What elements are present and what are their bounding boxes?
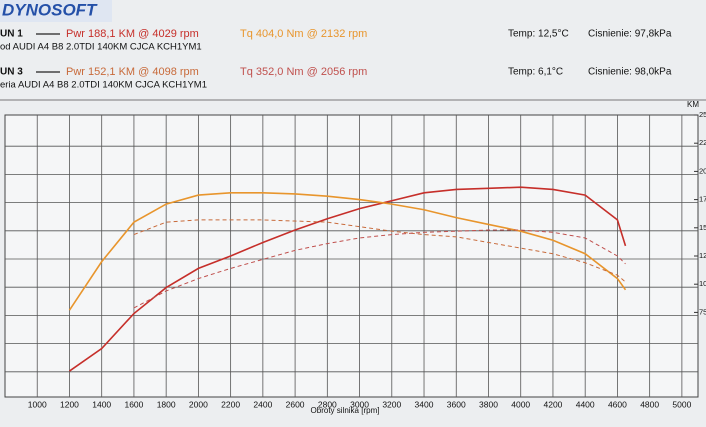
x-tick-label: 4200 [543,399,562,409]
temperature: Temp: 12,5°C [508,29,569,40]
plot-area [4,114,699,398]
x-tick-label: 3600 [447,399,466,409]
pressure: Cisnienie: 98,0kPa [588,67,672,78]
y-tick-label: 100 [699,279,706,288]
pressure: Cisnienie: 97,8kPa [588,29,672,40]
x-tick-label: 1200 [60,399,79,409]
run-label: UN 1 [0,29,23,40]
x-tick-label: 3400 [415,399,434,409]
x-tick-label: 4400 [576,399,595,409]
y-tick-label: 200 [699,166,706,175]
logo: DYNOSOFT [2,0,98,19]
y-tick-label: 175 [699,195,706,204]
logo-box [0,0,112,22]
x-tick-label: 4000 [511,399,530,409]
x-tick-label: 5000 [672,399,691,409]
x-tick-label: 2000 [189,399,208,409]
curve [69,186,627,372]
x-tick-label: 4800 [640,399,659,409]
power-summary: Pwr 188,1 KM @ 4029 rpm [66,28,199,40]
x-tick-label: 2400 [253,399,272,409]
y-tick-label: 250 [699,110,706,119]
torque-summary: Tq 352,0 Nm @ 2056 rpm [240,66,367,78]
header: UN 1 Pwr 188,1 KM @ 4029 rpm Tq 404,0 Nm @… [0,28,672,91]
x-tick-label: 3000 [350,399,369,409]
y-tick-label: 150 [699,223,706,232]
x-tick-label: 1600 [124,399,143,409]
power-summary: Pwr 152,1 KM @ 4098 rpm [66,66,199,78]
run-label: UN 3 [0,67,23,78]
x-tick-label: 2800 [318,399,337,409]
y-tick-label: 225 [699,138,706,147]
curve [68,192,627,311]
x-tick-label: 3200 [382,399,401,409]
x-tick-label: 4600 [608,399,627,409]
temperature: Temp: 6,1°C [508,67,563,78]
x-tick-label: 1000 [28,399,47,409]
vehicle: od AUDI A4 B8 2.0TDI 140KM CJCA KCH1YM1 [0,42,202,53]
curve [133,229,626,309]
x-tick-label: 2200 [221,399,240,409]
y-tick-label: 75 [699,307,706,316]
vehicle: eria AUDI A4 B8 2.0TDI 140KM CJCA KCH1YM… [0,80,207,91]
x-tick-label: 3800 [479,399,498,409]
curve [133,219,626,283]
x-axis-label: Obroty silnika [rpm] [311,406,380,415]
torque-summary: Tq 404,0 Nm @ 2132 rpm [240,28,367,40]
y-tick-label: 125 [699,251,706,260]
x-tick-label: 1400 [92,399,111,409]
y-axis-label: KM [687,100,699,109]
x-tick-label: 1800 [157,399,176,409]
x-tick-label: 2600 [286,399,305,409]
